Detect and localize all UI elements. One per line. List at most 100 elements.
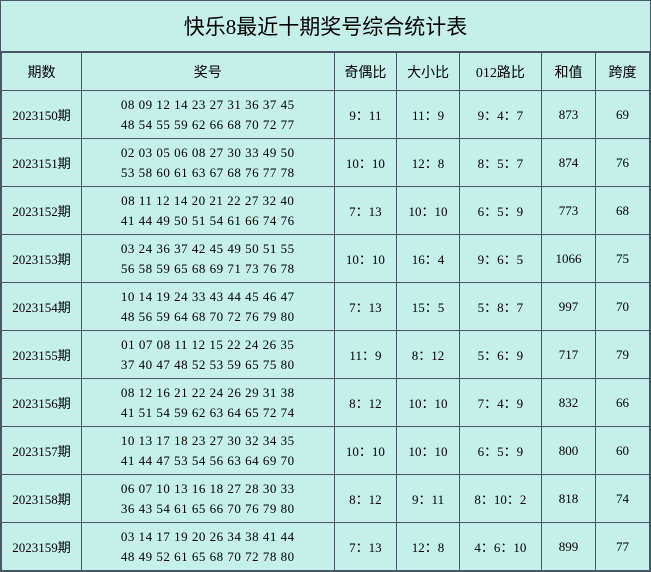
cell-big-small: 15：5 <box>397 283 460 331</box>
cell-odd-even: 7：13 <box>334 283 397 331</box>
cell-numbers: 06 07 10 13 16 18 27 28 30 3336 43 54 61… <box>81 475 334 523</box>
cell-numbers: 10 14 19 24 33 43 44 45 46 4748 56 59 64… <box>81 283 334 331</box>
numbers-line1: 10 13 17 18 23 27 30 32 34 35 <box>84 431 332 451</box>
cell-numbers: 08 11 12 14 20 21 22 27 32 4041 44 49 50… <box>81 187 334 235</box>
table-row: 2023151期02 03 05 06 08 27 30 33 49 5053 … <box>2 139 650 187</box>
numbers-line2: 41 44 47 53 54 56 63 64 69 70 <box>84 451 332 471</box>
cell-period: 2023158期 <box>2 475 82 523</box>
cell-span: 79 <box>595 331 649 379</box>
cell-big-small: 9：11 <box>397 475 460 523</box>
numbers-line2: 36 43 54 61 65 66 70 76 79 80 <box>84 499 332 519</box>
cell-sum: 773 <box>541 187 595 235</box>
cell-route: 9：4：7 <box>459 91 541 139</box>
table-row: 2023154期10 14 19 24 33 43 44 45 46 4748 … <box>2 283 650 331</box>
table-title: 快乐8最近十期奖号综合统计表 <box>1 1 650 52</box>
cell-sum: 832 <box>541 379 595 427</box>
cell-odd-even: 7：13 <box>334 187 397 235</box>
table-row: 2023150期08 09 12 14 23 27 31 36 37 4548 … <box>2 91 650 139</box>
cell-numbers: 01 07 08 11 12 15 22 24 26 3537 40 47 48… <box>81 331 334 379</box>
cell-big-small: 11：9 <box>397 91 460 139</box>
cell-period: 2023156期 <box>2 379 82 427</box>
cell-odd-even: 10：10 <box>334 235 397 283</box>
stats-table-container: 快乐8最近十期奖号综合统计表 期数 奖号 奇偶比 大小比 012路比 和值 跨度… <box>0 0 651 572</box>
table-row: 2023157期10 13 17 18 23 27 30 32 34 3541 … <box>2 427 650 475</box>
cell-period: 2023154期 <box>2 283 82 331</box>
cell-period: 2023153期 <box>2 235 82 283</box>
cell-big-small: 12：8 <box>397 139 460 187</box>
header-span: 跨度 <box>595 53 649 91</box>
table-row: 2023158期06 07 10 13 16 18 27 28 30 3336 … <box>2 475 650 523</box>
cell-span: 68 <box>595 187 649 235</box>
table-row: 2023155期01 07 08 11 12 15 22 24 26 3537 … <box>2 331 650 379</box>
cell-route: 4：6：10 <box>459 523 541 571</box>
cell-route: 7：4：9 <box>459 379 541 427</box>
header-row: 期数 奖号 奇偶比 大小比 012路比 和值 跨度 <box>2 53 650 91</box>
cell-numbers: 03 24 36 37 42 45 49 50 51 5556 58 59 65… <box>81 235 334 283</box>
header-period: 期数 <box>2 53 82 91</box>
cell-span: 74 <box>595 475 649 523</box>
cell-period: 2023152期 <box>2 187 82 235</box>
cell-numbers: 03 14 17 19 20 26 34 38 41 4448 49 52 61… <box>81 523 334 571</box>
cell-span: 66 <box>595 379 649 427</box>
cell-sum: 899 <box>541 523 595 571</box>
cell-route: 8：10：2 <box>459 475 541 523</box>
cell-period: 2023155期 <box>2 331 82 379</box>
numbers-line2: 41 44 49 50 51 54 61 66 74 76 <box>84 211 332 231</box>
cell-sum: 1066 <box>541 235 595 283</box>
numbers-line1: 02 03 05 06 08 27 30 33 49 50 <box>84 143 332 163</box>
cell-route: 6：5：9 <box>459 427 541 475</box>
cell-route: 5：6：9 <box>459 331 541 379</box>
numbers-line2: 37 40 47 48 52 53 59 65 75 80 <box>84 355 332 375</box>
cell-numbers: 02 03 05 06 08 27 30 33 49 5053 58 60 61… <box>81 139 334 187</box>
cell-span: 60 <box>595 427 649 475</box>
cell-period: 2023159期 <box>2 523 82 571</box>
cell-odd-even: 10：10 <box>334 427 397 475</box>
cell-span: 76 <box>595 139 649 187</box>
cell-big-small: 8：12 <box>397 331 460 379</box>
numbers-line1: 06 07 10 13 16 18 27 28 30 33 <box>84 479 332 499</box>
cell-period: 2023157期 <box>2 427 82 475</box>
numbers-line2: 56 58 59 65 68 69 71 73 76 78 <box>84 259 332 279</box>
numbers-line2: 48 49 52 61 65 68 70 72 78 80 <box>84 547 332 567</box>
numbers-line1: 08 09 12 14 23 27 31 36 37 45 <box>84 95 332 115</box>
cell-period: 2023151期 <box>2 139 82 187</box>
numbers-line1: 03 24 36 37 42 45 49 50 51 55 <box>84 239 332 259</box>
header-numbers: 奖号 <box>81 53 334 91</box>
cell-span: 77 <box>595 523 649 571</box>
numbers-line1: 08 12 16 21 22 24 26 29 31 38 <box>84 383 332 403</box>
table-row: 2023156期08 12 16 21 22 24 26 29 31 3841 … <box>2 379 650 427</box>
table-row: 2023159期03 14 17 19 20 26 34 38 41 4448 … <box>2 523 650 571</box>
cell-route: 6：5：9 <box>459 187 541 235</box>
cell-route: 5：8：7 <box>459 283 541 331</box>
cell-big-small: 16：4 <box>397 235 460 283</box>
numbers-line1: 08 11 12 14 20 21 22 27 32 40 <box>84 191 332 211</box>
cell-span: 75 <box>595 235 649 283</box>
cell-numbers: 10 13 17 18 23 27 30 32 34 3541 44 47 53… <box>81 427 334 475</box>
table-row: 2023153期03 24 36 37 42 45 49 50 51 5556 … <box>2 235 650 283</box>
cell-sum: 800 <box>541 427 595 475</box>
cell-sum: 874 <box>541 139 595 187</box>
numbers-line1: 01 07 08 11 12 15 22 24 26 35 <box>84 335 332 355</box>
cell-odd-even: 11：9 <box>334 331 397 379</box>
cell-route: 9：6：5 <box>459 235 541 283</box>
numbers-line2: 41 51 54 59 62 63 64 65 72 74 <box>84 403 332 423</box>
cell-sum: 717 <box>541 331 595 379</box>
header-sum: 和值 <box>541 53 595 91</box>
table-row: 2023152期08 11 12 14 20 21 22 27 32 4041 … <box>2 187 650 235</box>
cell-odd-even: 7：13 <box>334 523 397 571</box>
cell-big-small: 10：10 <box>397 379 460 427</box>
numbers-line1: 10 14 19 24 33 43 44 45 46 47 <box>84 287 332 307</box>
cell-big-small: 10：10 <box>397 427 460 475</box>
stats-table: 期数 奖号 奇偶比 大小比 012路比 和值 跨度 2023150期08 09 … <box>1 52 650 571</box>
cell-sum: 997 <box>541 283 595 331</box>
cell-odd-even: 10：10 <box>334 139 397 187</box>
cell-numbers: 08 09 12 14 23 27 31 36 37 4548 54 55 59… <box>81 91 334 139</box>
header-big-small: 大小比 <box>397 53 460 91</box>
numbers-line2: 48 56 59 64 68 70 72 76 79 80 <box>84 307 332 327</box>
numbers-line2: 48 54 55 59 62 66 68 70 72 77 <box>84 115 332 135</box>
cell-sum: 818 <box>541 475 595 523</box>
cell-span: 69 <box>595 91 649 139</box>
cell-odd-even: 8：12 <box>334 379 397 427</box>
cell-sum: 873 <box>541 91 595 139</box>
header-route: 012路比 <box>459 53 541 91</box>
